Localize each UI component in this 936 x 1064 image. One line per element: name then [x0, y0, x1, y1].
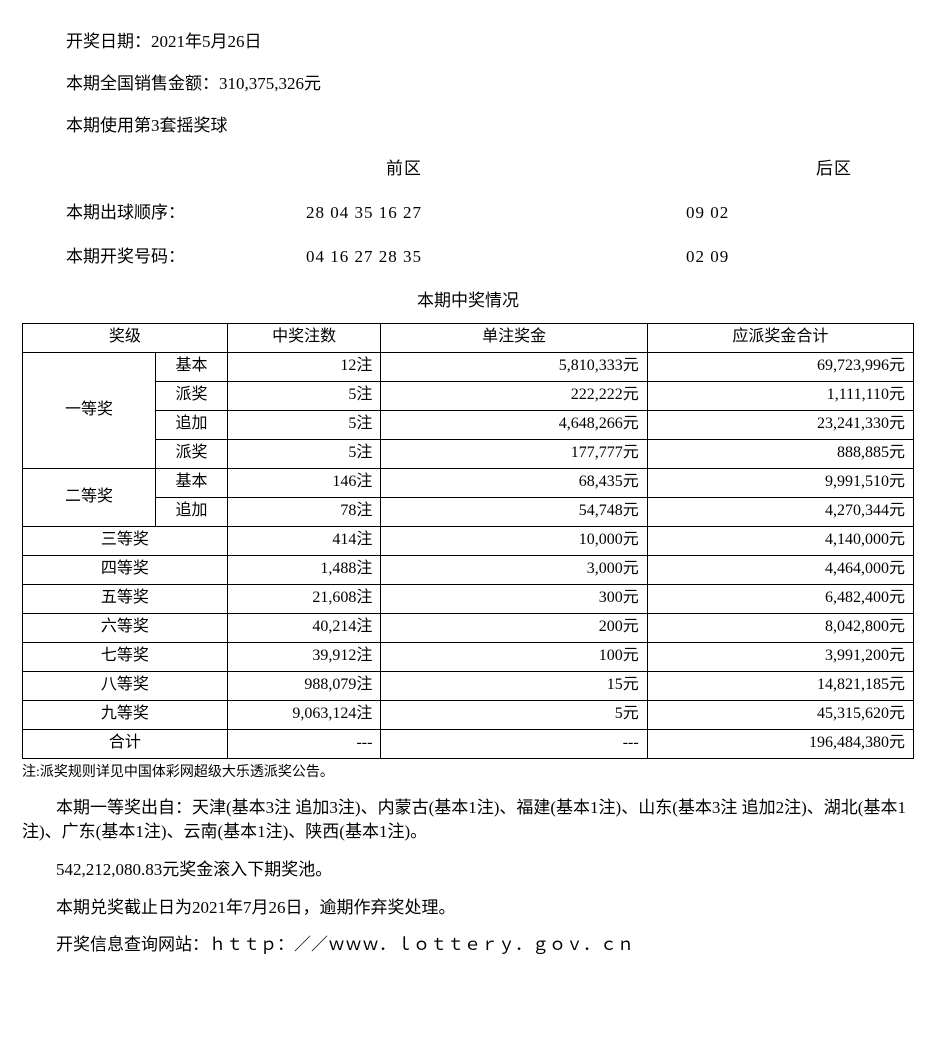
ballset-line: 本期使用第3套摇奖球 — [66, 114, 914, 138]
tier-name: 六等奖 — [23, 613, 228, 642]
front-area-header: 前区 — [306, 157, 766, 181]
back-area-header: 后区 — [766, 157, 852, 181]
table-row: 追加5注4,648,266元23,241,330元 — [23, 410, 914, 439]
tier-name: 五等奖 — [23, 584, 228, 613]
winning-label: 本期开奖号码： — [66, 245, 306, 269]
draw-order-front: 28 04 35 16 27 — [306, 201, 686, 225]
th-unit: 单注奖金 — [381, 323, 647, 352]
th-tier: 奖级 — [23, 323, 228, 352]
tier-name: 二等奖 — [23, 468, 156, 526]
deadline-para: 本期兑奖截止日为2021年7月26日，逾期作弃奖处理。 — [22, 896, 914, 920]
footnote: 注:派奖规则详见中国体彩网超级大乐透派奖公告。 — [22, 763, 914, 783]
website-para: 开奖信息查询网站：ｈｔｔｐ：／／ｗｗｗ．ｌｏｔｔｅｒｙ．ｇｏｖ．ｃｎ — [22, 933, 914, 957]
table-row: 二等奖基本146注68,435元9,991,510元 — [23, 468, 914, 497]
tier-name: 七等奖 — [23, 642, 228, 671]
tier-name: 八等奖 — [23, 671, 228, 700]
table-row: 一等奖基本12注5,810,333元69,723,996元 — [23, 352, 914, 381]
table-row: 九等奖9,063,124注5元45,315,620元 — [23, 700, 914, 729]
draw-order-label: 本期出球顺序： — [66, 201, 306, 225]
draw-order-back: 09 02 — [686, 201, 729, 225]
table-row: 派奖5注177,777元888,885元 — [23, 439, 914, 468]
table-row: 五等奖21,608注300元6,482,400元 — [23, 584, 914, 613]
table-row: 派奖5注222,222元1,111,110元 — [23, 381, 914, 410]
table-title: 本期中奖情况 — [22, 289, 914, 313]
table-row: 四等奖1,488注3,000元4,464,000元 — [23, 555, 914, 584]
th-total: 应派奖金合计 — [647, 323, 913, 352]
winners-para: 本期一等奖出自：天津(基本3注 追加3注)、内蒙古(基本1注)、福建(基本1注)… — [22, 796, 914, 844]
prize-table: 奖级 中奖注数 单注奖金 应派奖金合计 一等奖基本12注5,810,333元69… — [22, 323, 914, 759]
winning-front: 04 16 27 28 35 — [306, 245, 686, 269]
draw-date-line: 开奖日期：2021年5月26日 — [66, 30, 914, 54]
rollover-para: 542,212,080.83元奖金滚入下期奖池。 — [22, 858, 914, 882]
table-row: 六等奖40,214注200元8,042,800元 — [23, 613, 914, 642]
sales-line: 本期全国销售金额：310,375,326元 — [66, 72, 914, 96]
table-row: 追加78注54,748元4,270,344元 — [23, 497, 914, 526]
table-row: 八等奖988,079注15元14,821,185元 — [23, 671, 914, 700]
table-row: 三等奖414注10,000元4,140,000元 — [23, 526, 914, 555]
winning-back: 02 09 — [686, 245, 729, 269]
th-count: 中奖注数 — [227, 323, 381, 352]
table-total-row: 合计------196,484,380元 — [23, 729, 914, 758]
tier-name: 四等奖 — [23, 555, 228, 584]
table-header-row: 奖级 中奖注数 单注奖金 应派奖金合计 — [23, 323, 914, 352]
tier-name: 一等奖 — [23, 352, 156, 468]
numbers-section: 前区 后区 本期出球顺序： 28 04 35 16 27 09 02 本期开奖号… — [66, 157, 914, 268]
tier-name: 九等奖 — [23, 700, 228, 729]
table-row: 七等奖39,912注100元3,991,200元 — [23, 642, 914, 671]
tier-name: 三等奖 — [23, 526, 228, 555]
